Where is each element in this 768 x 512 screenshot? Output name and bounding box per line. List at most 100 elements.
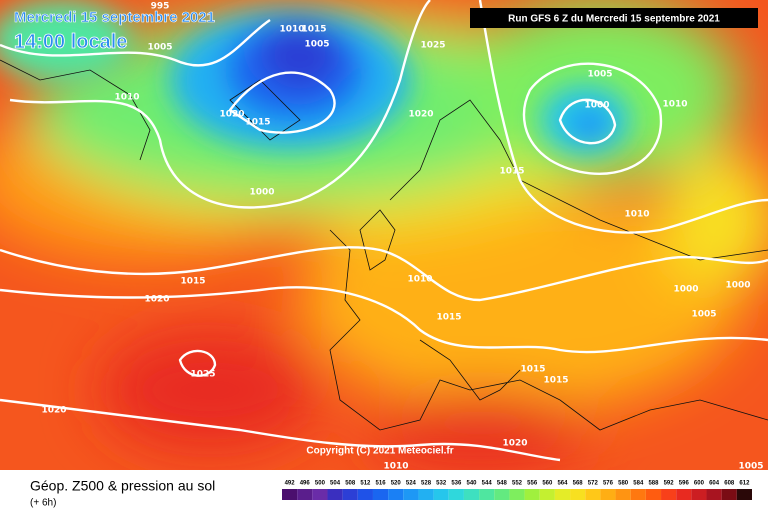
isobar-label: 1025 — [190, 370, 215, 380]
isobar-label: 1020 — [41, 406, 66, 416]
colorbar-tick: 612 — [739, 481, 750, 487]
colorbar: 492 496 500 504 508 512 516 520 524 528 532 536 540 5… — [282, 481, 752, 500]
colorbar-tick: 580 — [618, 481, 629, 487]
isobar-label: 1010 — [383, 462, 408, 472]
color-swatch — [312, 489, 328, 500]
color-swatch — [433, 489, 449, 500]
colorbar-tick: 532 — [436, 481, 447, 487]
color-swatch — [570, 489, 586, 500]
colorbar-tick: 552 — [512, 481, 523, 487]
isobar-label: 1005 — [738, 462, 763, 472]
color-swatch — [721, 489, 737, 500]
colorbar-tick: 576 — [603, 481, 614, 487]
colorbar-tick: 504 — [330, 481, 341, 487]
color-swatch — [661, 489, 677, 500]
color-swatch — [706, 489, 722, 500]
colorbar-tick: 528 — [421, 481, 432, 487]
isobar-label: 1015 — [180, 277, 205, 287]
isobar-label: 1000 — [673, 285, 698, 295]
color-swatch — [736, 489, 752, 500]
colorbar-tick: 564 — [557, 481, 568, 487]
colorbar-tick: 604 — [709, 481, 720, 487]
color-swatch — [463, 489, 480, 500]
color-swatch — [372, 489, 389, 500]
isobar-label: 1005 — [691, 310, 716, 320]
colorbar-tick: 592 — [664, 481, 675, 487]
isobar-label: 1015 — [245, 118, 270, 128]
isobar-label: 1005 — [587, 70, 612, 80]
isobar-label: 1005 — [147, 43, 172, 53]
color-swatch — [342, 489, 358, 500]
colorbar-tick: 588 — [648, 481, 659, 487]
color-swatch — [357, 489, 373, 500]
color-swatch — [479, 489, 495, 500]
color-swatch — [327, 489, 343, 500]
colorbar-tick: 560 — [542, 481, 553, 487]
colorbar-tick: 500 — [315, 481, 326, 487]
colorbar-tick: 600 — [694, 481, 705, 487]
isobar-label: 1015 — [436, 313, 461, 323]
color-swatch — [554, 489, 571, 500]
color-swatch — [676, 489, 692, 500]
color-swatch — [509, 489, 525, 500]
color-swatch — [585, 489, 601, 500]
isobar-label: 995 — [151, 2, 170, 12]
isobar-label: 1010 — [624, 210, 649, 220]
isobar-label: 1020 — [408, 110, 433, 120]
colorbar-tick: 572 — [588, 481, 599, 487]
color-swatch — [403, 489, 419, 500]
date-label: Mercredi 15 septembre 2021 — [14, 9, 215, 26]
copyright: Copyright (C) 2021 Meteociel.fr — [306, 446, 453, 457]
color-swatch — [494, 489, 510, 500]
colorbar-tick: 520 — [391, 481, 402, 487]
colorbar-tick: 512 — [360, 481, 371, 487]
isobar-label: 1015 — [301, 25, 326, 35]
colorbar-tick: 540 — [467, 481, 478, 487]
color-swatch — [600, 489, 616, 500]
color-swatch — [691, 489, 707, 500]
color-swatch — [615, 489, 631, 500]
color-swatch — [297, 489, 313, 500]
run-label: Run GFS 6 Z du Mercredi 15 septembre 202… — [508, 14, 720, 25]
isobar-label: 1005 — [304, 40, 329, 50]
colorbar-tick: 516 — [376, 481, 387, 487]
colorbar-tick: 496 — [300, 481, 311, 487]
colorbar-tick: 536 — [451, 481, 462, 487]
colorbar-tick: 492 — [285, 481, 296, 487]
isobars — [0, 0, 768, 462]
colorbar-tick: 596 — [679, 481, 690, 487]
colorbar-tick: 608 — [724, 481, 735, 487]
color-swatch — [418, 489, 434, 500]
isobar-label: 1015 — [499, 167, 524, 177]
colorbar-tick: 556 — [527, 481, 538, 487]
color-swatch — [388, 489, 404, 500]
isobar-label: 1025 — [420, 41, 445, 51]
run-box — [470, 8, 758, 28]
legend-title: Géop. Z500 & pression au sol — [30, 478, 215, 494]
isobar-label: 1000 — [249, 188, 274, 198]
time-label: 14:00 locale — [14, 31, 127, 53]
color-swatch — [645, 489, 662, 500]
geopotential-field — [0, 0, 768, 470]
colorbar-tick: 548 — [497, 481, 508, 487]
color-swatch — [448, 489, 464, 500]
isobar-label: 1000 — [725, 281, 750, 291]
color-swatch — [524, 489, 540, 500]
isobar-label: 1010 — [662, 100, 687, 110]
colorbar-tick: 508 — [345, 481, 356, 487]
colorbar-tick: 544 — [482, 481, 493, 487]
legend-lead: (+ 6h) — [30, 498, 56, 509]
isobar-label: 1010 — [114, 93, 139, 103]
isobar-label: 1010 — [407, 275, 432, 285]
isobar-label: 1015 — [543, 376, 568, 386]
isobar-label: 1020 — [219, 110, 244, 120]
color-swatch — [282, 489, 298, 500]
color-swatch — [539, 489, 555, 500]
isobar-label: 1015 — [520, 365, 545, 375]
isobar-label: 1020 — [502, 439, 527, 449]
isobar-label: 1020 — [144, 295, 169, 305]
isobar-label: 1010 — [279, 25, 304, 35]
colorbar-tick: 524 — [406, 481, 417, 487]
